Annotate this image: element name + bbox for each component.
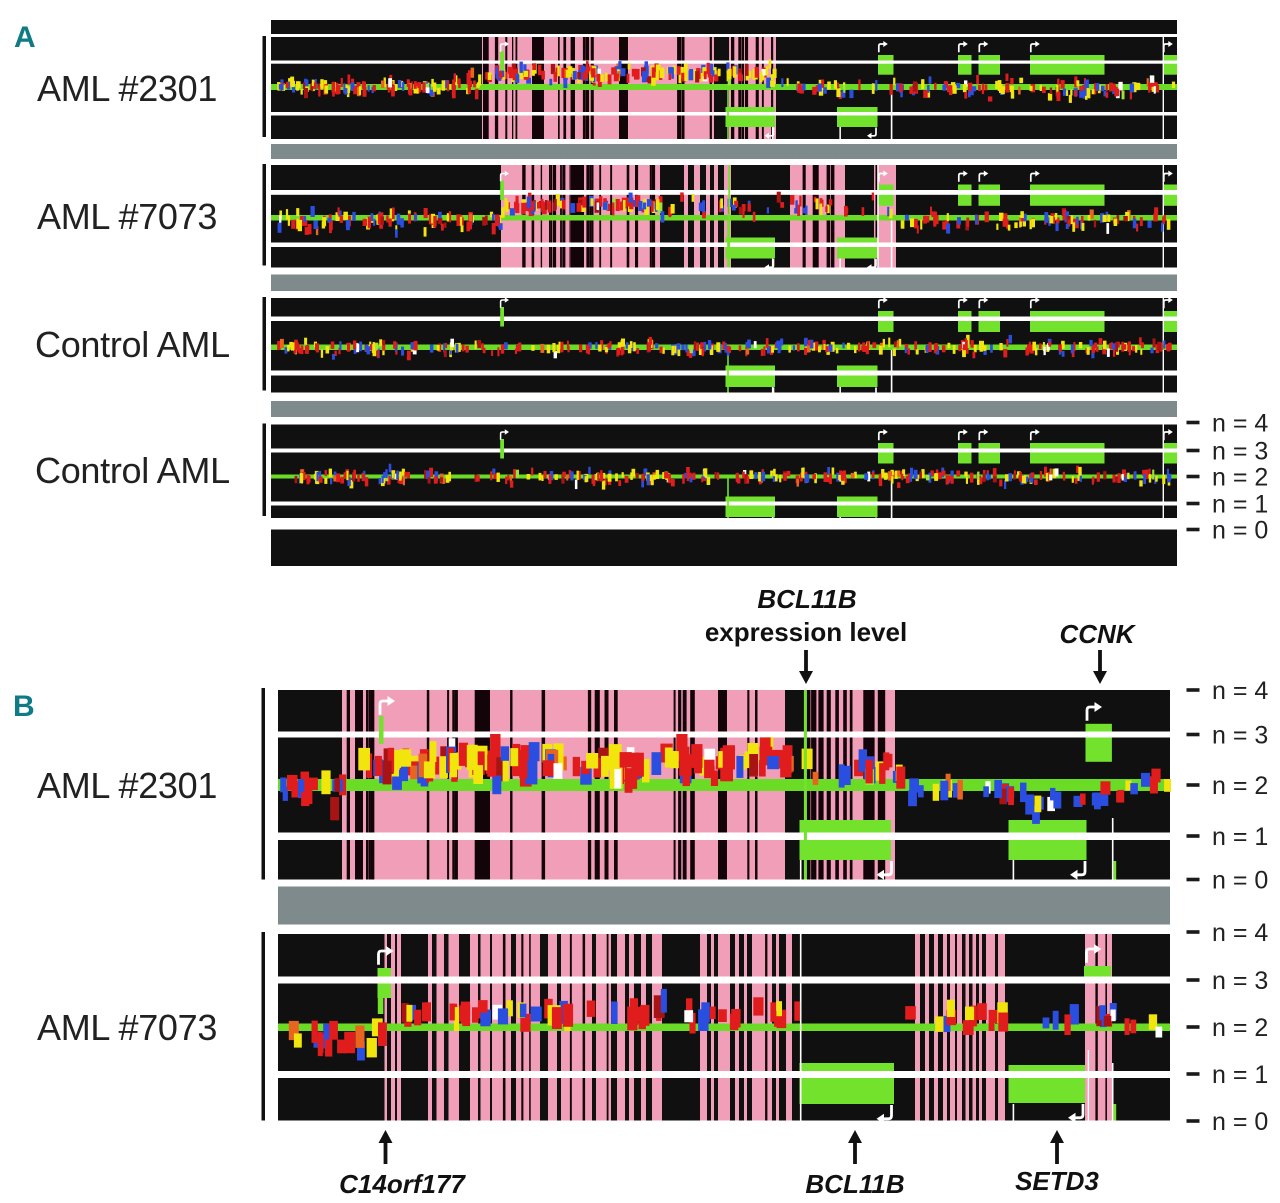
svg-text:Control AML: Control AML [35, 450, 230, 491]
svg-text:n = 1: n = 1 [1212, 823, 1268, 851]
svg-text:AML #7073: AML #7073 [37, 196, 217, 237]
svg-text:n = 2: n = 2 [1212, 772, 1268, 800]
svg-text:CCNK: CCNK [1059, 619, 1136, 649]
svg-text:n = 1: n = 1 [1212, 1061, 1268, 1089]
svg-text:n = 4: n = 4 [1212, 919, 1268, 947]
svg-text:BCL11B: BCL11B [805, 1169, 904, 1199]
svg-text:SETD3: SETD3 [1015, 1166, 1099, 1196]
svg-text:Control AML: Control AML [35, 324, 230, 365]
svg-text:n = 0: n = 0 [1212, 867, 1268, 895]
svg-text:n = 0: n = 0 [1212, 517, 1268, 545]
svg-text:expression level: expression level [705, 617, 907, 647]
svg-text:AML #2301: AML #2301 [37, 765, 217, 806]
svg-text:BCL11B: BCL11B [757, 584, 856, 614]
svg-text:n = 3: n = 3 [1212, 722, 1268, 750]
svg-text:n = 1: n = 1 [1212, 491, 1268, 519]
svg-text:C14orf177: C14orf177 [339, 1169, 466, 1199]
svg-text:n = 4: n = 4 [1212, 410, 1268, 438]
svg-text:n = 2: n = 2 [1212, 1014, 1268, 1042]
svg-text:B: B [13, 690, 35, 723]
svg-text:AML #2301: AML #2301 [37, 68, 217, 109]
svg-text:n = 4: n = 4 [1212, 677, 1268, 705]
svg-text:n = 2: n = 2 [1212, 464, 1268, 492]
svg-text:n = 0: n = 0 [1212, 1108, 1268, 1136]
svg-text:A: A [14, 21, 36, 54]
svg-text:n = 3: n = 3 [1212, 967, 1268, 995]
svg-text:AML #7073: AML #7073 [37, 1007, 217, 1048]
svg-text:n = 3: n = 3 [1212, 438, 1268, 466]
